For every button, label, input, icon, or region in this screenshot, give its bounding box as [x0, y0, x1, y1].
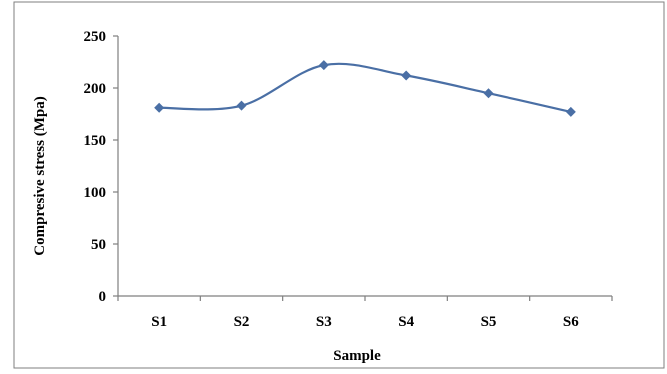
x-tick-label-s4: S4: [398, 314, 414, 330]
y-tick-label: 150: [84, 133, 107, 149]
x-tick-label-s6: S6: [563, 314, 579, 330]
y-tick-label: 250: [84, 29, 107, 45]
data-point-s2: [236, 100, 247, 111]
data-point-s6: [565, 106, 576, 117]
y-tick-label: 200: [84, 81, 107, 97]
x-tick-label-s3: S3: [316, 314, 332, 330]
series-line: [159, 62, 572, 113]
data-point-s3: [318, 60, 329, 71]
y-axis-label: Compresive stress (Mpa): [32, 96, 48, 255]
y-tick-label: 0: [99, 289, 107, 305]
data-point-s5: [483, 88, 494, 99]
y-ticks: 0 50 100 150 200 250: [84, 29, 118, 305]
data-point-s1: [154, 102, 165, 113]
x-tick-label-s5: S5: [481, 314, 497, 330]
y-tick-label: 50: [91, 237, 106, 253]
x-tick-label-s2: S2: [234, 314, 250, 330]
x-ticks: S1 S2 S3 S4 S5 S6: [117, 296, 613, 330]
x-tick-label-s1: S1: [151, 314, 167, 330]
y-tick-label: 100: [84, 185, 107, 201]
x-axis-label: Sample: [333, 348, 381, 364]
series-markers: [154, 60, 576, 117]
data-point-s4: [401, 70, 412, 81]
